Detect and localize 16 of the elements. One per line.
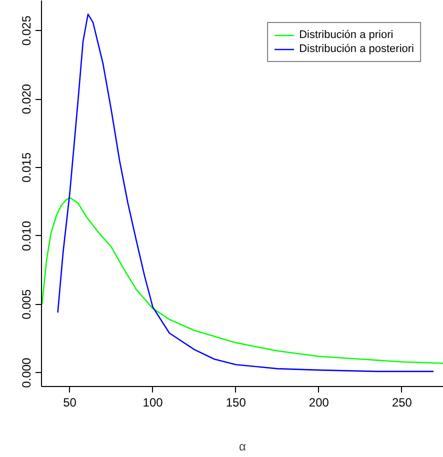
y-tick-label: 0.005 — [20, 289, 34, 320]
legend-label: Distribución a posteriori — [299, 43, 414, 55]
y-tick-label: 0.015 — [20, 152, 34, 183]
x-axis-title: α — [239, 440, 246, 454]
y-tick-label: 0.025 — [20, 15, 34, 46]
x-tick-label: 100 — [142, 396, 164, 410]
x-tick-label: 50 — [63, 396, 77, 410]
y-tick-label: 0.010 — [20, 220, 34, 251]
legend-label: Distribución a priori — [299, 29, 394, 41]
y-tick-label: 0.000 — [20, 357, 34, 388]
line-series — [57, 14, 434, 372]
y-tick-label: 0.020 — [20, 84, 34, 114]
line-series — [42, 196, 443, 364]
x-tick-label: 150 — [226, 396, 246, 410]
x-tick-label: 200 — [308, 396, 330, 410]
x-tick-label: 250 — [392, 396, 412, 410]
